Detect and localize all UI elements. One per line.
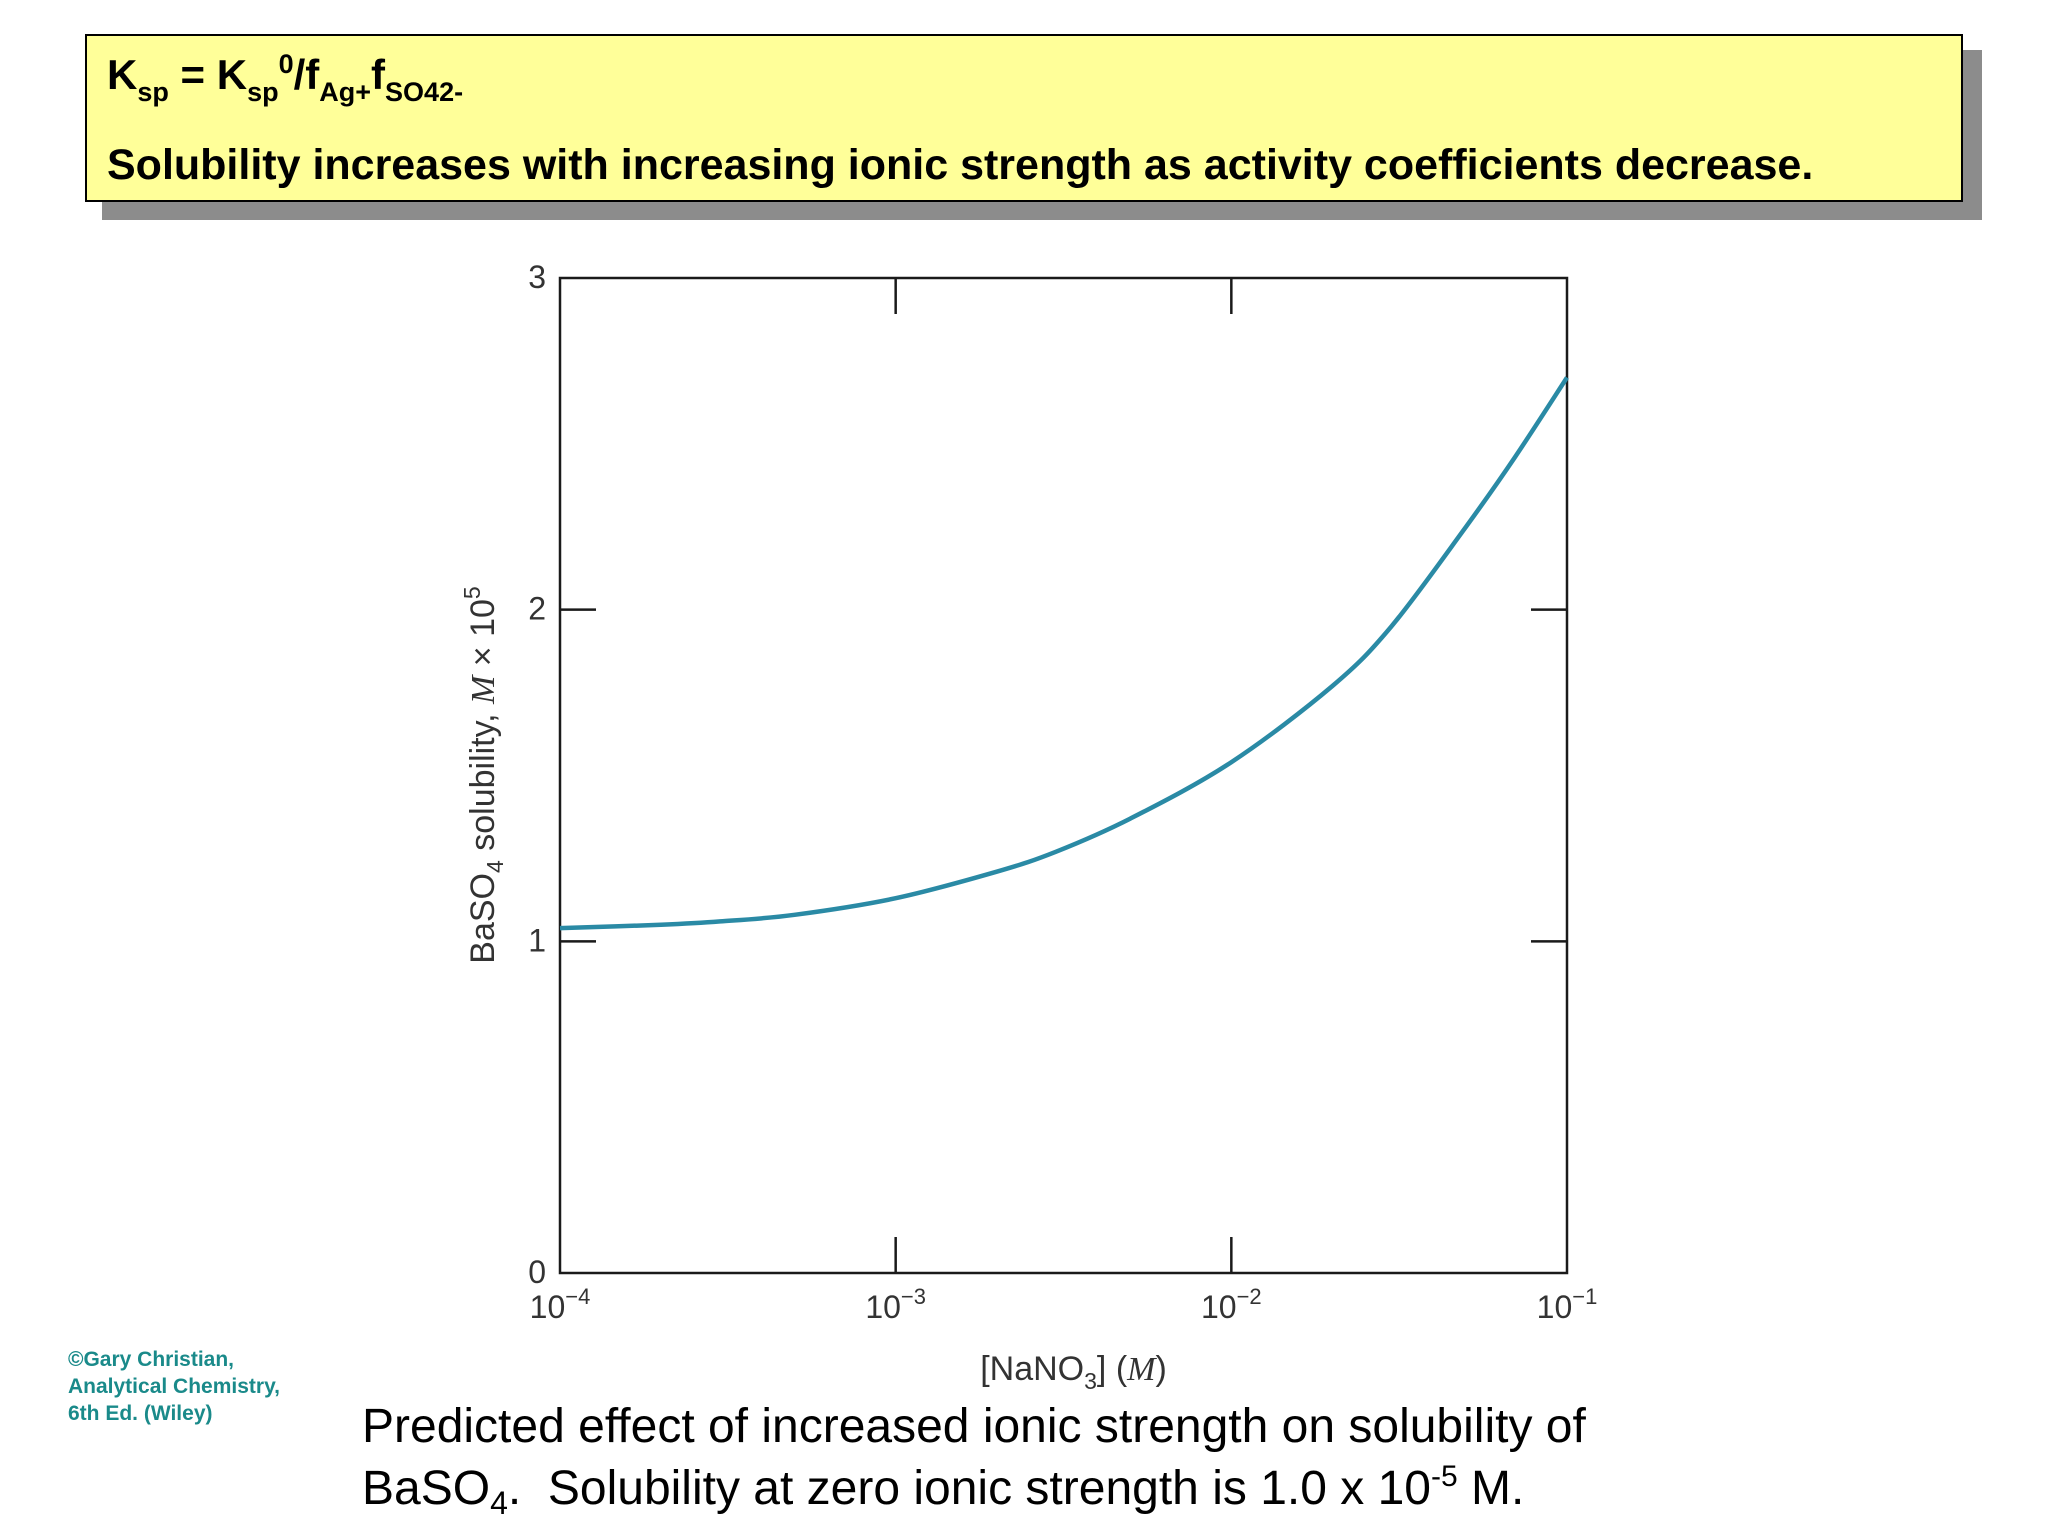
formula-f2-sub: SO42- [385, 77, 464, 107]
header-box: Ksp = Ksp0/fAg+fSO42- Solubility increas… [85, 34, 1963, 202]
header-statement: Solubility increases with increasing ion… [107, 141, 1814, 189]
y-tick-label-2: 2 [528, 591, 546, 627]
formula-ksp0: K [216, 51, 248, 98]
x-tick-label-0: 10−4 [530, 1284, 591, 1325]
y-axis-label: BaSO4 solubility, M × 105 [459, 586, 508, 963]
caption-line-1: Predicted effect of increased ionic stre… [362, 1400, 1586, 1453]
formula-ksp0-sup: 0 [278, 49, 294, 79]
y-tick-label-1: 1 [528, 922, 546, 958]
credit-line-2: Analytical Chemistry, [68, 1375, 281, 1398]
y-tick-label-3: 3 [528, 259, 546, 295]
formula-ksp-sub: sp [137, 77, 169, 107]
copyright-credit: ©Gary Christian, Analytical Chemistry, 6… [68, 1346, 280, 1427]
caption-line-2: BaSO4. Solubility at zero ionic strength… [362, 1458, 2002, 1520]
x-tick-label-3: 10−1 [1537, 1284, 1598, 1325]
formula-ksp0-sub: sp [247, 77, 279, 107]
formula-slash-f: /f [293, 51, 320, 98]
ksp-formula: Ksp = Ksp0/fAg+fSO42- [107, 51, 463, 106]
caption-line-2-a: BaSO [362, 1462, 491, 1515]
caption-line-2-b: . Solubility at zero ionic strength is 1… [507, 1462, 1431, 1515]
formula-f1-sub: Ag+ [319, 77, 372, 107]
y-tick-label-0: 0 [528, 1254, 546, 1290]
x-tick-label-2: 10−2 [1201, 1284, 1262, 1325]
series-line-0 [559, 376, 1569, 931]
caption-line-2-sup: -5 [1431, 1460, 1458, 1493]
formula-equals: = [168, 51, 217, 98]
formula-ksp: K [107, 51, 138, 98]
x-tick-label-1: 10−3 [865, 1284, 926, 1325]
caption-line-2-sub: 4 [490, 1485, 508, 1521]
formula-f2: f [371, 51, 386, 98]
figure-caption: Predicted effect of increased ionic stre… [362, 1396, 2002, 1520]
credit-line-1: ©Gary Christian, [68, 1348, 235, 1371]
credit-line-3: 6th Ed. (Wiley) [68, 1402, 213, 1425]
plot-frame [558, 276, 1569, 1275]
caption-line-2-c: M. [1457, 1462, 1525, 1515]
x-axis-label: [NaNO3] (M) [980, 1350, 1167, 1394]
